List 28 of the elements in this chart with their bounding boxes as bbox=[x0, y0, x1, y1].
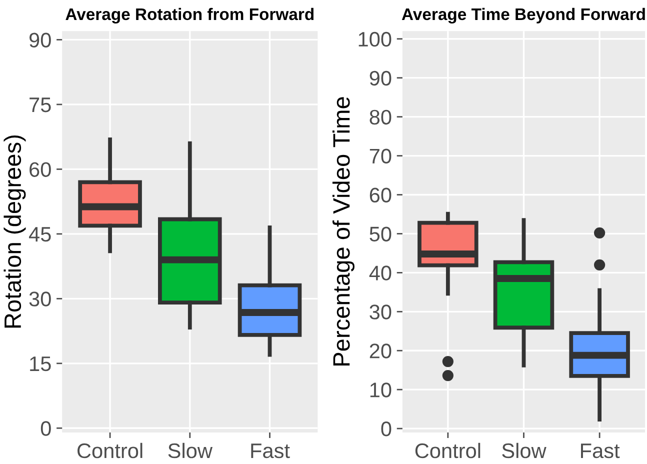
x-tick-label: Slow bbox=[168, 442, 213, 458]
y-tick-label: 90 bbox=[370, 70, 392, 86]
y-axis-title: Rotation (degrees) bbox=[4, 135, 26, 328]
y-tick-label: 60 bbox=[370, 188, 392, 203]
y-tick-label: 10 bbox=[370, 382, 392, 398]
y-tick-label: 30 bbox=[29, 292, 51, 306]
x-tick-label: Control bbox=[415, 442, 480, 458]
x-tick-label: Control bbox=[78, 442, 142, 458]
y-tick-label: 100 bbox=[358, 32, 392, 47]
y-tick-label: 45 bbox=[29, 227, 51, 242]
y-tick-label: 40 bbox=[369, 266, 392, 280]
y-tick-label: 15 bbox=[30, 356, 51, 372]
chart-title: Average Time Beyond Forward bbox=[402, 8, 645, 24]
y-tick-label: 0 bbox=[381, 422, 392, 436]
y-tick-label: 70 bbox=[370, 148, 392, 164]
y-tick-label: 30 bbox=[370, 304, 392, 320]
x-tick-label: Fast bbox=[251, 444, 290, 458]
y-axis-title: Percentage of Video Time bbox=[332, 97, 354, 366]
y-tick-label: 80 bbox=[370, 110, 392, 125]
y-tick-label: 0 bbox=[40, 421, 51, 436]
x-tick-label: Slow bbox=[502, 442, 546, 458]
y-tick-label: 20 bbox=[370, 344, 392, 358]
y-tick-label: 60 bbox=[30, 162, 51, 177]
y-tick-label: 75 bbox=[30, 98, 51, 112]
y-tick-label: 50 bbox=[370, 226, 392, 242]
x-tick-label: Fast bbox=[581, 444, 620, 458]
y-tick-label: 90 bbox=[30, 32, 51, 48]
chart-title: Average Rotation from Forward bbox=[66, 8, 314, 24]
